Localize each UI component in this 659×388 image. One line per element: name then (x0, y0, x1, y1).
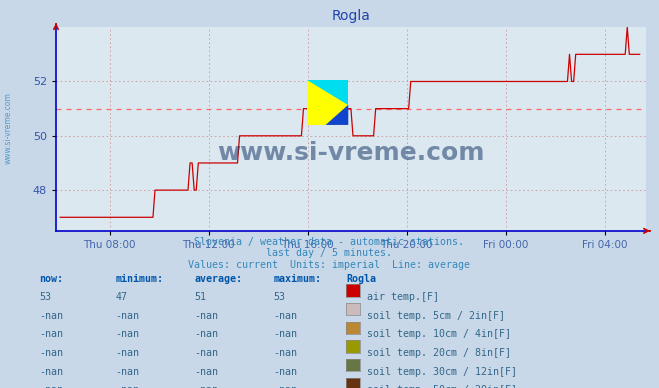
Text: 47: 47 (115, 292, 127, 302)
Text: Rogla: Rogla (346, 274, 376, 284)
Text: Slovenia / weather data - automatic stations.: Slovenia / weather data - automatic stat… (194, 237, 465, 247)
Text: -nan: -nan (115, 367, 139, 377)
Text: www.si-vreme.com: www.si-vreme.com (217, 142, 484, 165)
Text: 53: 53 (273, 292, 285, 302)
Text: average:: average: (194, 274, 243, 284)
Text: -nan: -nan (273, 311, 297, 321)
Text: -nan: -nan (273, 367, 297, 377)
Text: -nan: -nan (40, 385, 63, 388)
Text: Values: current  Units: imperial  Line: average: Values: current Units: imperial Line: av… (188, 260, 471, 270)
Text: -nan: -nan (194, 367, 218, 377)
Text: now:: now: (40, 274, 63, 284)
Title: Rogla: Rogla (331, 9, 370, 23)
Text: -nan: -nan (273, 329, 297, 340)
Text: -nan: -nan (115, 348, 139, 358)
Text: -nan: -nan (273, 385, 297, 388)
Text: -nan: -nan (115, 329, 139, 340)
Text: minimum:: minimum: (115, 274, 163, 284)
Bar (307, 80, 349, 125)
Text: maximum:: maximum: (273, 274, 322, 284)
Text: -nan: -nan (115, 385, 139, 388)
Text: -nan: -nan (40, 329, 63, 340)
Text: last day / 5 minutes.: last day / 5 minutes. (266, 248, 393, 258)
Text: soil temp. 5cm / 2in[F]: soil temp. 5cm / 2in[F] (367, 311, 505, 321)
Text: air temp.[F]: air temp.[F] (367, 292, 439, 302)
Text: -nan: -nan (115, 311, 139, 321)
Text: 53: 53 (40, 292, 51, 302)
Text: -nan: -nan (194, 329, 218, 340)
Text: 51: 51 (194, 292, 206, 302)
Text: -nan: -nan (40, 367, 63, 377)
Text: soil temp. 50cm / 20in[F]: soil temp. 50cm / 20in[F] (367, 385, 517, 388)
Text: www.si-vreme.com: www.si-vreme.com (4, 92, 13, 164)
Text: -nan: -nan (273, 348, 297, 358)
Text: -nan: -nan (40, 311, 63, 321)
Text: -nan: -nan (194, 311, 218, 321)
Text: soil temp. 30cm / 12in[F]: soil temp. 30cm / 12in[F] (367, 367, 517, 377)
Text: -nan: -nan (40, 348, 63, 358)
Text: -nan: -nan (194, 348, 218, 358)
Text: -nan: -nan (194, 385, 218, 388)
Text: soil temp. 20cm / 8in[F]: soil temp. 20cm / 8in[F] (367, 348, 511, 358)
Text: soil temp. 10cm / 4in[F]: soil temp. 10cm / 4in[F] (367, 329, 511, 340)
Polygon shape (307, 80, 349, 105)
Polygon shape (326, 105, 349, 125)
